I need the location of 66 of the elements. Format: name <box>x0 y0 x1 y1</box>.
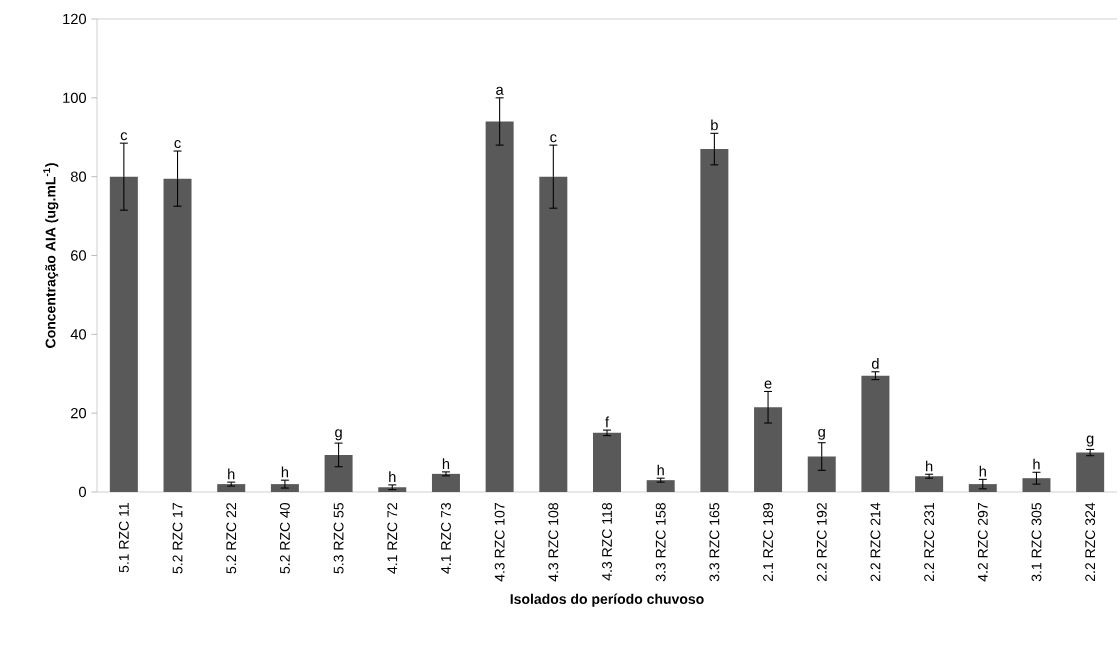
bar <box>324 454 353 492</box>
data-label: h <box>389 471 396 482</box>
data-label: d <box>871 358 879 369</box>
x-tick-label: 5.3 RZC 55 <box>333 503 344 574</box>
y-tick-label: 40 <box>70 329 87 340</box>
y-tick-label: 120 <box>63 13 87 25</box>
data-label: c <box>174 140 181 149</box>
bar <box>431 473 460 492</box>
data-label: e <box>764 380 772 389</box>
x-tick-label: 2.2 RZC 324 <box>1085 502 1096 582</box>
data-label: h <box>1033 458 1040 470</box>
bar <box>807 456 836 492</box>
data-label: b <box>711 119 718 131</box>
x-tick-label: 3.1 RZC 305 <box>1031 503 1042 582</box>
x-tick-label: 2.1 RZC 189 <box>763 503 774 582</box>
x-tick-label: 3.3 RZC 158 <box>655 503 666 582</box>
data-label: a <box>496 86 504 95</box>
bar <box>485 121 514 492</box>
x-tick-label: 5.1 RZC 11 <box>118 503 129 573</box>
x-axis-title: Isolados do período chuvoso <box>510 593 704 607</box>
data-label: h <box>281 466 289 478</box>
bar <box>270 484 299 492</box>
y-axis-title: Concentração AIA (ug.mL$^{-1}$) <box>43 163 59 348</box>
x-tick-label: 2.2 RZC 231 <box>924 503 935 582</box>
data-label: c <box>550 134 557 143</box>
bar <box>539 176 568 492</box>
bar <box>109 176 138 492</box>
y-tick-label: 100 <box>63 92 87 104</box>
data-label: h <box>979 465 986 477</box>
data-label: g <box>818 428 825 440</box>
x-tick-label: 5.2 RZC 17 <box>172 503 183 574</box>
data-label: h <box>657 464 664 476</box>
x-tick-label: 4.1 RZC 72 <box>387 503 398 574</box>
data-label: g <box>1086 435 1094 447</box>
y-tick-label: 80 <box>70 171 87 182</box>
x-tick-label: 4.3 RZC 107 <box>494 503 505 582</box>
y-tick-label: 0 <box>79 486 87 498</box>
x-tick-label: 2.2 RZC 192 <box>816 503 827 582</box>
bar <box>968 484 997 492</box>
bar <box>593 432 622 492</box>
x-tick-label: 4.3 RZC 108 <box>548 503 559 582</box>
data-label: h <box>228 468 235 480</box>
bar <box>1076 452 1105 492</box>
x-tick-label: 3.3 RZC 165 <box>709 503 720 582</box>
bar <box>915 476 944 492</box>
data-label: h <box>926 460 933 472</box>
data-label: f <box>605 416 610 428</box>
data-label: g <box>335 429 342 441</box>
data-label: c <box>120 132 128 141</box>
bar <box>217 484 246 492</box>
y-tick-label: 60 <box>71 250 87 261</box>
bar <box>378 487 407 492</box>
y-tick-label: 20 <box>71 407 87 419</box>
bar <box>163 178 192 492</box>
x-tick-label: 4.1 RZC 73 <box>441 503 451 574</box>
x-tick-label: 4.3 RZC 118 <box>602 503 612 581</box>
bar <box>754 407 783 492</box>
bar <box>1022 478 1051 492</box>
x-tick-label: 5.2 RZC 22 <box>226 503 237 574</box>
data-label: h <box>442 458 450 469</box>
bar <box>700 149 729 492</box>
bar <box>646 480 675 492</box>
bar <box>861 375 890 492</box>
x-tick-label: 2.2 RZC 214 <box>870 502 881 582</box>
x-tick-label: 5.2 RZC 40 <box>279 502 290 574</box>
x-tick-label: 4.2 RZC 297 <box>977 503 988 582</box>
